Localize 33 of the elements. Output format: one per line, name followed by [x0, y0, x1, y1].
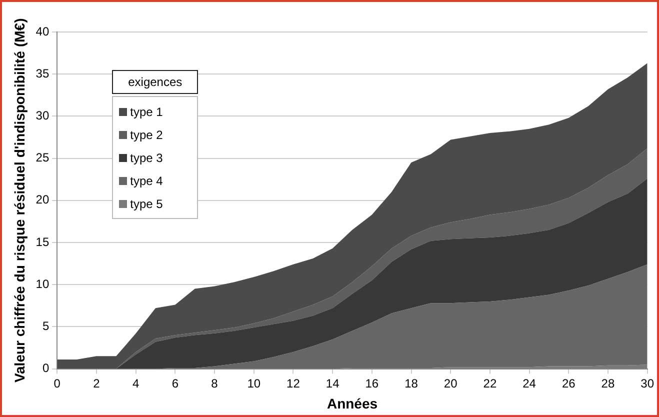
y-tick-label: 35 — [36, 66, 50, 80]
x-tick-label: 0 — [54, 376, 61, 390]
x-tick-label: 10 — [247, 376, 261, 390]
legend-title: exigences — [112, 70, 198, 94]
x-tick-label: 24 — [522, 376, 536, 390]
legend-label: type 1 — [130, 104, 163, 118]
x-tick-label: 12 — [286, 376, 300, 390]
x-tick-label: 22 — [483, 376, 497, 390]
y-tick-label: 10 — [36, 276, 50, 291]
y-tick-label: 0 — [42, 361, 50, 376]
y-axis-title: Valeur chiffrée du risque résiduel d'indisponibilité (M€) — [11, 18, 28, 383]
x-tick-label: 14 — [326, 376, 340, 390]
legend-label: type 5 — [130, 196, 163, 210]
legend-label: type 3 — [130, 150, 163, 164]
x-tick-label: 26 — [562, 376, 576, 390]
x-tick-label: 20 — [444, 376, 458, 390]
x-tick-label: 2 — [93, 376, 100, 390]
legend-label: type 4 — [130, 174, 163, 188]
y-tick-label: 15 — [36, 234, 50, 249]
x-tick-label: 6 — [172, 376, 179, 390]
x-tick-label: 16 — [365, 376, 379, 390]
x-tick-label: 18 — [404, 376, 418, 390]
x-tick-label: 8 — [211, 376, 218, 390]
y-tick-label: 25 — [36, 150, 50, 165]
y-tick-label: 30 — [36, 108, 50, 123]
x-tick-label: 4 — [132, 376, 140, 390]
legend-label: type 2 — [130, 128, 163, 142]
x-tick-label: 30 — [640, 376, 654, 390]
x-tick-label: 28 — [601, 376, 615, 390]
y-tick-label: 40 — [36, 24, 50, 38]
x-axis-title: Années — [326, 395, 378, 412]
y-tick-label: 20 — [36, 192, 50, 207]
y-tick-label: 5 — [42, 319, 50, 334]
